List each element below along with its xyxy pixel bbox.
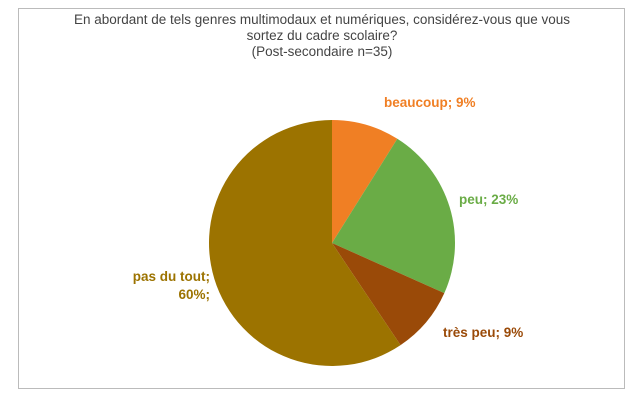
data-label: très peu; 9% xyxy=(443,325,524,340)
chart-title: En abordant de tels genres multimodaux e… xyxy=(73,12,571,43)
chart-frame xyxy=(18,8,625,389)
pie-slice xyxy=(332,120,398,243)
pie-slice xyxy=(209,120,401,367)
data-label: beaucoup; 9% xyxy=(384,95,476,110)
data-label: pas du tout; 60%; xyxy=(132,269,210,302)
pie-slice xyxy=(332,243,445,346)
chart-subtitle: (Post-secondaire n=35) xyxy=(251,44,393,59)
pie-slice xyxy=(332,138,455,294)
data-label: peu; 23% xyxy=(459,192,519,207)
